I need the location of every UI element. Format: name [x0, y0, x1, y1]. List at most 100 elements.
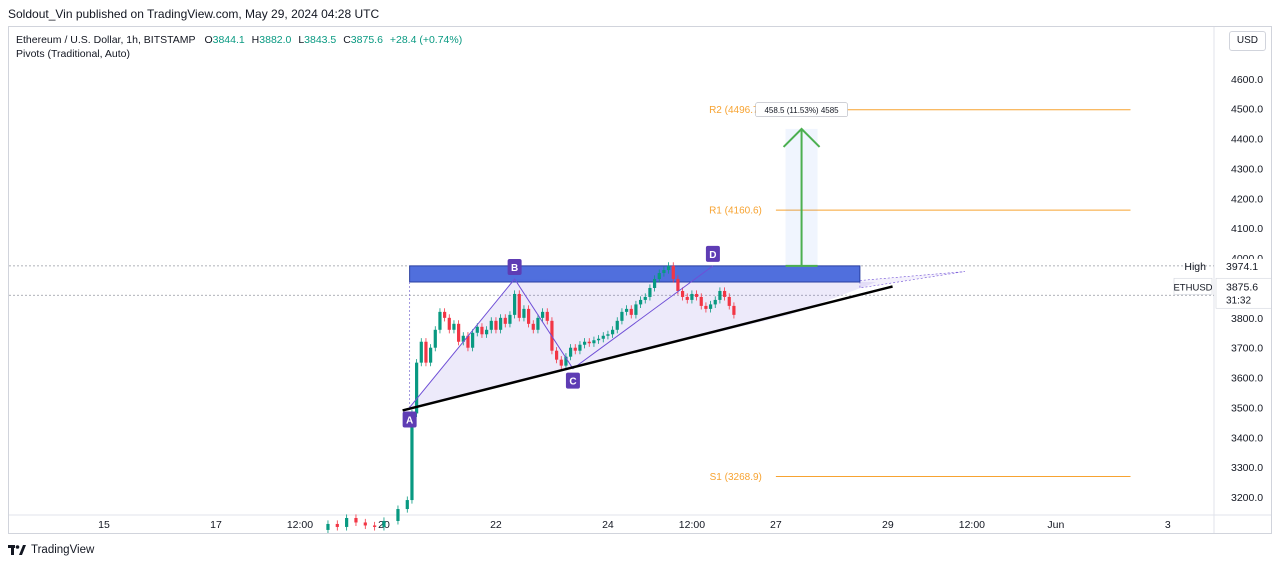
- candle-body: [475, 326, 479, 333]
- candle-body: [620, 311, 624, 321]
- last-price-value: 3875.6: [1226, 281, 1258, 293]
- pattern-point-label: A: [406, 415, 413, 426]
- candle-body: [335, 523, 339, 527]
- high-value-label: 3974.1: [1226, 261, 1258, 273]
- candle-body: [419, 341, 423, 363]
- candle-body: [522, 308, 526, 318]
- candle-body: [638, 299, 643, 305]
- candle-body: [461, 335, 465, 342]
- candle-body: [405, 500, 409, 510]
- y-tick-label: 3500.0: [1231, 402, 1263, 414]
- candle-body: [624, 308, 629, 312]
- high-value-badge: [1216, 258, 1271, 273]
- candle-body: [629, 308, 633, 315]
- x-tick-label: 15: [98, 519, 110, 531]
- ascending-trendline[interactable]: [402, 285, 893, 412]
- y-tick-label: 3600.0: [1231, 373, 1263, 385]
- candle-body: [438, 311, 442, 330]
- candle-body: [694, 293, 699, 297]
- candle-body: [396, 509, 400, 521]
- bar-countdown: 31:32: [1226, 295, 1251, 306]
- candle-body: [494, 320, 498, 330]
- candle-body: [648, 287, 652, 297]
- triangle-pattern-fill: [409, 279, 877, 408]
- legend-change: +28.4 (+0.74%): [389, 34, 463, 46]
- candle-body: [685, 296, 689, 300]
- pattern-point-label: C: [569, 377, 576, 388]
- resistance-zone[interactable]: [409, 265, 861, 283]
- candle-body: [662, 270, 666, 274]
- candle-body: [410, 413, 414, 501]
- candle-body: [503, 317, 507, 324]
- y-tick-label: 3400.0: [1231, 432, 1263, 444]
- candle-body: [452, 323, 456, 330]
- candle-body: [545, 311, 549, 321]
- candle-body: [415, 362, 419, 414]
- chart-panel[interactable]: 3200.0 3300.0 3400.0 3500.0 3600.0 3700.0 3800…: [8, 26, 1272, 534]
- y-tick-label: 4500.0: [1231, 104, 1263, 116]
- x-tick-label: 12:00: [679, 519, 705, 531]
- candle-body: [606, 334, 610, 336]
- candle-body: [443, 311, 447, 318]
- candle-body: [676, 279, 680, 291]
- candle-body: [582, 341, 587, 345]
- candle-body: [680, 290, 685, 297]
- candle-body: [373, 525, 377, 527]
- candle-body: [354, 517, 358, 523]
- candle-body: [615, 320, 619, 330]
- x-tick-label: 17: [210, 519, 222, 531]
- legend-close-key: C: [343, 34, 351, 46]
- y-tick-label: 3800.0: [1231, 313, 1263, 325]
- candle-body: [447, 317, 451, 330]
- candle-body: [513, 293, 517, 315]
- legend-indicator[interactable]: Pivots (Traditional, Auto): [16, 48, 130, 60]
- candle-body: [345, 517, 349, 527]
- target-arrow-head: [782, 127, 821, 148]
- candle-body: [596, 338, 601, 341]
- high-axis-label: High: [1184, 261, 1206, 273]
- pattern-point-marker: [402, 411, 417, 428]
- y-tick-label: 4400.0: [1231, 134, 1263, 146]
- candle-body: [699, 296, 703, 306]
- publish-attribution: Soldout_Vin published on TradingView.com…: [8, 7, 380, 21]
- candle-body: [499, 317, 503, 330]
- y-tick-label: 3300.0: [1231, 462, 1263, 474]
- candle-body: [480, 326, 484, 335]
- candle-body: [587, 341, 591, 344]
- candle-body: [466, 335, 470, 348]
- candle-body: [634, 304, 638, 315]
- candle-body: [536, 317, 540, 330]
- candle-body: [555, 350, 559, 360]
- tradingview-logo-icon: [8, 545, 26, 555]
- x-tick-label: 12:00: [959, 519, 985, 531]
- candle-body: [610, 329, 615, 335]
- footer: TradingView: [8, 541, 94, 559]
- pattern-zigzag: [409, 265, 714, 408]
- candle-body: [517, 293, 521, 318]
- legend-close: 3875.6: [350, 34, 383, 46]
- candle-body: [722, 290, 727, 297]
- y-tick-label: 4100.0: [1231, 223, 1263, 235]
- price-chart[interactable]: 3200.0 3300.0 3400.0 3500.0 3600.0 3700.0 3800…: [9, 27, 1272, 534]
- legend-ohlc-row: Ethereum / U.S. Dollar, 1h, BITSTAMP O38…: [16, 33, 462, 47]
- candle-body: [527, 308, 531, 324]
- candle-body: [382, 520, 386, 527]
- currency-button[interactable]: USD: [1228, 31, 1266, 51]
- pivot-label: R2 (4496.7): [709, 105, 762, 116]
- legend-low-key: L: [298, 34, 305, 46]
- pattern-point-label: D: [709, 250, 716, 261]
- candle-body: [708, 304, 713, 309]
- candle-body: [643, 296, 647, 300]
- x-tick-label: 24: [602, 519, 614, 531]
- target-label-box: [755, 102, 848, 118]
- candle-body: [541, 311, 545, 318]
- y-tick-label: 3700.0: [1231, 343, 1263, 355]
- candle-body: [433, 329, 437, 348]
- pattern-point-marker: [705, 245, 720, 262]
- last-price-badge: [1215, 277, 1271, 309]
- pattern-point-label: B: [511, 263, 518, 274]
- candle-body: [573, 347, 577, 351]
- legend-high-key: H: [251, 34, 260, 46]
- x-tick-label: 12:00: [287, 519, 313, 531]
- target-label: 458.5 (11.53%) 4585: [764, 106, 839, 115]
